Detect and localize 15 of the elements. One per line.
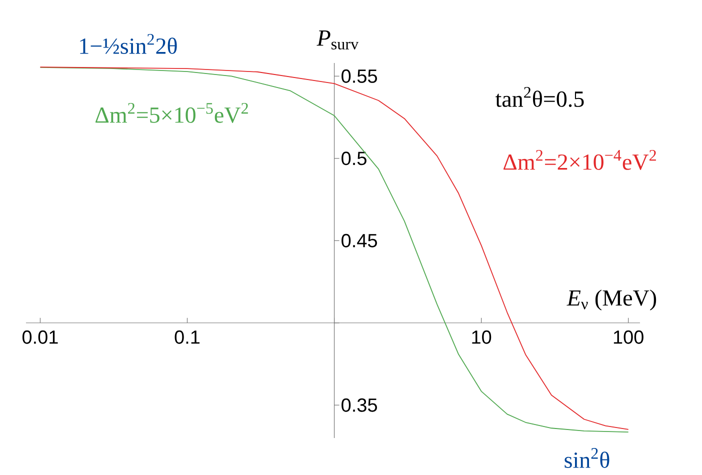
x-tick-label: 100 xyxy=(614,330,644,344)
text: sin$^{2}$θ xyxy=(564,448,610,468)
y-tick-label: 0.5 xyxy=(342,152,366,166)
y-tick-label: 0.55 xyxy=(342,69,377,83)
y-axis-title: P$_{surv}$ xyxy=(316,30,359,50)
x-tick-label: 0.1 xyxy=(174,330,200,344)
x-tick-label: 0.01 xyxy=(22,330,58,344)
text: Δm$^{2}$=2×10$^{−4}$eV$^{2}$ xyxy=(504,150,656,170)
x-axis-title: E$_{ν}$ (MeV) xyxy=(566,290,656,310)
y-tick-label: 0.35 xyxy=(342,398,377,412)
y-tick-label: 0.45 xyxy=(342,234,377,248)
x-tick-label: 10 xyxy=(472,330,492,344)
annotation: tan$^{2}$θ=0.5 xyxy=(495,87,584,108)
text: 1−½sin$^{2}$2θ xyxy=(80,34,177,54)
series-label: Δm$^{2}$=5×10$^{−5}$eV$^{2}$ xyxy=(96,102,248,124)
